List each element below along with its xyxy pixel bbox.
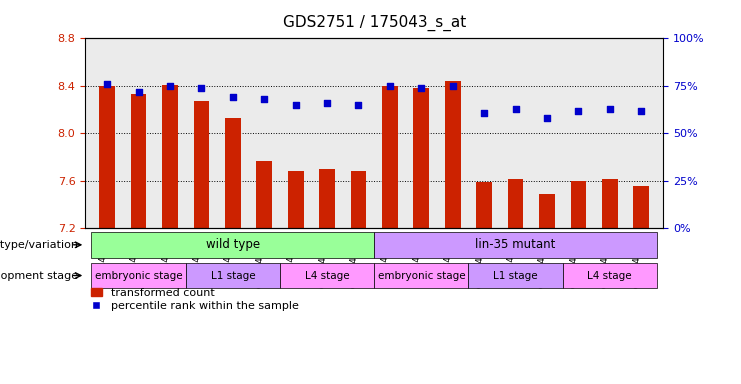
Point bbox=[635, 108, 647, 114]
Text: GSM147339: GSM147339 bbox=[632, 233, 641, 288]
Text: genotype/variation: genotype/variation bbox=[0, 240, 79, 250]
Bar bbox=[508, 179, 523, 228]
Text: GSM147340: GSM147340 bbox=[99, 233, 107, 287]
Text: lin-35 mutant: lin-35 mutant bbox=[476, 238, 556, 251]
Text: GSM147346: GSM147346 bbox=[444, 233, 453, 287]
Bar bbox=[91, 263, 186, 288]
Text: L4 stage: L4 stage bbox=[588, 270, 632, 281]
Bar bbox=[571, 181, 586, 228]
Bar bbox=[91, 232, 374, 258]
Bar bbox=[130, 94, 147, 228]
Text: GSM147336: GSM147336 bbox=[350, 233, 359, 288]
Text: GSM147332: GSM147332 bbox=[507, 233, 516, 287]
Bar bbox=[468, 263, 562, 288]
Text: GSM146422: GSM146422 bbox=[193, 233, 202, 287]
Bar bbox=[445, 81, 461, 228]
Text: wild type: wild type bbox=[206, 238, 260, 251]
Point bbox=[478, 109, 490, 116]
Text: GSM147338: GSM147338 bbox=[601, 233, 610, 288]
Text: embryonic stage: embryonic stage bbox=[95, 270, 182, 281]
Bar bbox=[193, 101, 209, 228]
Point bbox=[227, 94, 239, 100]
Point bbox=[196, 85, 207, 91]
Bar bbox=[256, 161, 272, 228]
Bar bbox=[186, 263, 280, 288]
Bar bbox=[413, 88, 429, 228]
Point bbox=[510, 106, 522, 112]
Legend: transformed count, percentile rank within the sample: transformed count, percentile rank withi… bbox=[90, 288, 299, 311]
Text: GDS2751 / 175043_s_at: GDS2751 / 175043_s_at bbox=[282, 15, 466, 31]
Bar bbox=[288, 171, 304, 228]
Point bbox=[604, 106, 616, 112]
Text: GSM147341: GSM147341 bbox=[130, 233, 139, 287]
Bar bbox=[374, 232, 657, 258]
Bar bbox=[634, 186, 649, 228]
Bar bbox=[374, 263, 468, 288]
Bar bbox=[99, 86, 115, 228]
Text: GSM147334: GSM147334 bbox=[287, 233, 296, 287]
Bar bbox=[162, 85, 178, 228]
Point bbox=[447, 83, 459, 89]
Point bbox=[541, 115, 553, 121]
Bar bbox=[539, 194, 555, 228]
Text: L1 stage: L1 stage bbox=[494, 270, 538, 281]
Point bbox=[164, 83, 176, 89]
Point bbox=[133, 89, 144, 95]
Bar bbox=[225, 118, 241, 228]
Text: GSM147333: GSM147333 bbox=[538, 233, 547, 288]
Point bbox=[102, 81, 113, 87]
Point bbox=[321, 100, 333, 106]
Bar bbox=[602, 179, 618, 228]
Text: GSM147330: GSM147330 bbox=[255, 233, 265, 288]
Text: L1 stage: L1 stage bbox=[210, 270, 255, 281]
Text: GSM146423: GSM146423 bbox=[224, 233, 233, 287]
Point bbox=[353, 102, 365, 108]
Bar bbox=[280, 263, 374, 288]
Point bbox=[384, 83, 396, 89]
Text: L4 stage: L4 stage bbox=[305, 270, 350, 281]
Point bbox=[573, 108, 585, 114]
Text: GSM147335: GSM147335 bbox=[318, 233, 327, 288]
Text: GSM147331: GSM147331 bbox=[475, 233, 484, 288]
Text: GSM147342: GSM147342 bbox=[161, 233, 170, 287]
Bar bbox=[382, 86, 398, 228]
Point bbox=[259, 96, 270, 102]
Bar bbox=[350, 171, 366, 228]
Bar bbox=[319, 169, 335, 228]
Point bbox=[416, 85, 428, 91]
Text: GSM147337: GSM147337 bbox=[569, 233, 579, 288]
Bar bbox=[562, 263, 657, 288]
Bar bbox=[476, 182, 492, 228]
Text: embryonic stage: embryonic stage bbox=[377, 270, 465, 281]
Point bbox=[290, 102, 302, 108]
Text: development stage: development stage bbox=[0, 270, 79, 281]
Text: GSM147344: GSM147344 bbox=[381, 233, 390, 287]
Text: GSM147345: GSM147345 bbox=[412, 233, 422, 287]
